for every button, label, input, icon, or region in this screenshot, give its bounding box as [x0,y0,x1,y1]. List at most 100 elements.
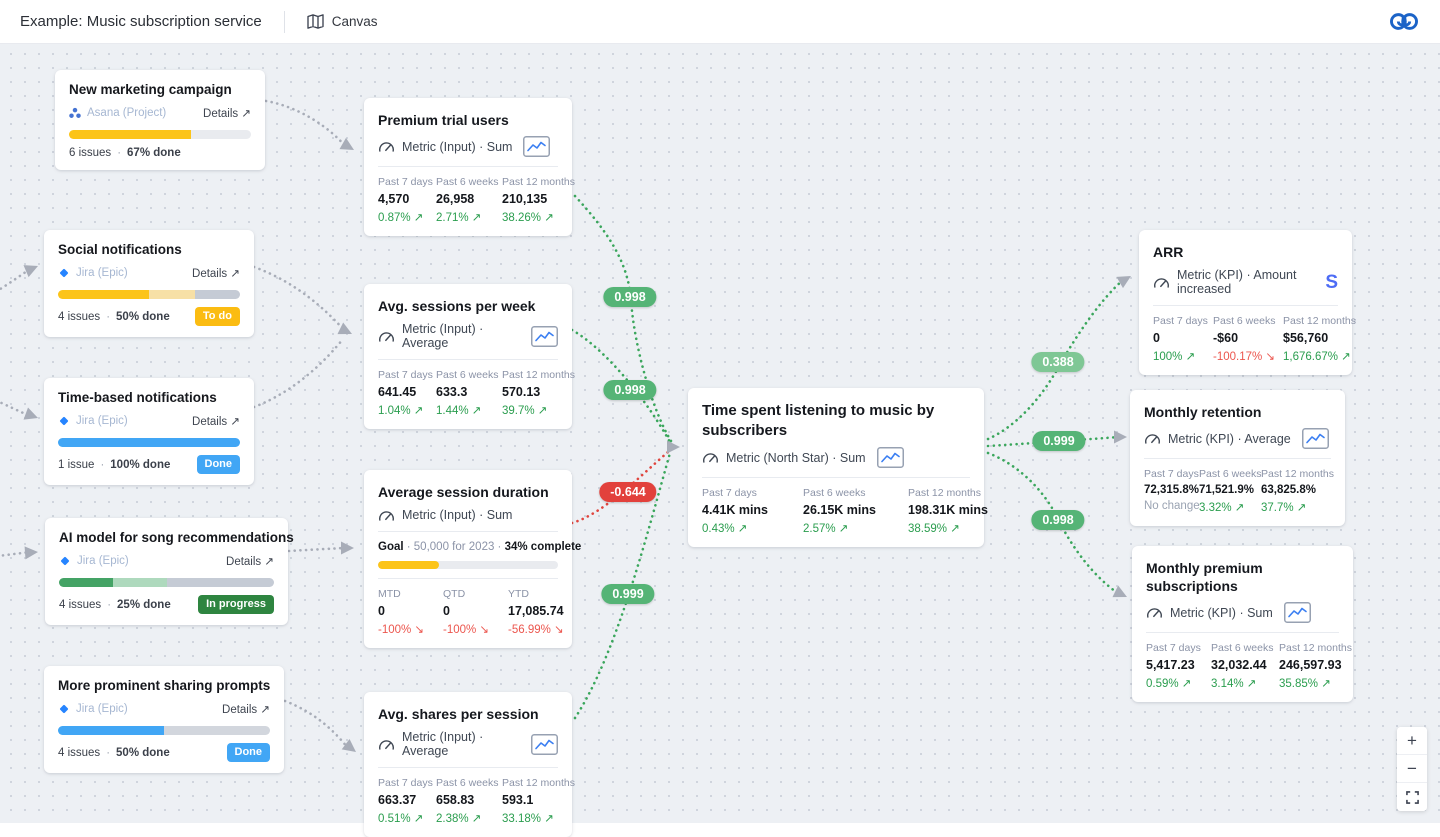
card-social-notifications[interactable]: Social notifications Jira (Epic) Details… [44,230,254,337]
jira-icon [59,555,71,567]
fit-view-button[interactable] [1397,783,1427,811]
correlation-badge[interactable]: -0.644 [599,482,656,502]
source-label: Jira (Epic) [76,703,128,715]
arrowhead [23,260,40,277]
edge-offscreen-to-social [0,269,30,297]
gauge-icon [1144,432,1161,445]
card-more-prominent-sharing-prompts[interactable]: More prominent sharing prompts Jira (Epi… [44,666,284,773]
jira-icon [58,415,70,427]
details-link[interactable]: Details ↗ [203,106,251,120]
status-badge: Done [227,743,271,762]
gauge-icon [378,738,395,751]
card-average-session-duration[interactable]: Average session duration Metric (Input) … [364,470,572,648]
tab-canvas[interactable]: Canvas [307,14,378,29]
metric-meta: Metric (Input) · Sum [402,508,512,522]
progress-bar [58,726,270,735]
sparkline-icon[interactable] [531,734,558,755]
card-time-spent-listening[interactable]: Time spent listening to music by subscri… [688,388,984,547]
issues-count: 4 issues [59,599,101,611]
page-title: Example: Music subscription service [20,13,262,30]
sparkline-icon[interactable] [1302,428,1329,449]
edge-offscreen-to-aimodel [0,552,30,557]
details-link[interactable]: Details ↗ [226,554,274,568]
sparkline-icon[interactable] [523,136,550,157]
percent-done: 100% done [110,459,170,471]
sparkline-icon[interactable] [531,326,558,347]
status-badge: In progress [198,595,274,614]
card-monthly-premium-subscriptions[interactable]: Monthly premium subscriptions Metric (KP… [1132,546,1353,702]
card-title: Premium trial users [378,111,558,129]
card-title: Avg. shares per session [378,705,558,723]
zoom-controls: + − [1397,727,1427,811]
fit-view-icon [1406,791,1419,804]
app-header: Example: Music subscription service Canv… [0,0,1440,44]
source-label: Asana (Project) [87,107,166,119]
details-link[interactable]: Details ↗ [192,414,240,428]
correlation-badge[interactable]: 0.998 [603,380,656,400]
tab-canvas-label: Canvas [332,14,378,29]
card-title: Monthly premium subscriptions [1146,559,1339,595]
stripe-icon: S [1325,273,1338,292]
issues-count: 4 issues [58,747,100,759]
arrowhead [341,542,354,555]
edge-timebased-to-sessions [254,339,343,407]
status-badge: To do [195,307,240,326]
card-monthly-retention[interactable]: Monthly retention Metric (KPI) · Average… [1130,390,1345,526]
card-title: AI model for song recommendations [59,530,274,546]
card-arr[interactable]: ARR Metric (KPI) · Amount increased S Pa… [1139,230,1352,375]
edge-campaign-to-trials [266,101,346,147]
sparkline-icon[interactable] [877,447,904,468]
metric-meta: Metric (Input) · Average [402,322,520,350]
card-title: ARR [1153,243,1338,261]
edge-offscreen-to-timebased [0,396,30,416]
gauge-icon [702,451,719,464]
progress-bar [58,438,240,447]
edge-premium-trial-to-northstar [575,196,671,441]
metric-meta: Metric (KPI) · Average [1168,432,1291,446]
doubleloop-logo[interactable] [1388,10,1420,33]
correlation-badge[interactable]: 0.998 [1031,510,1084,530]
percent-done: 50% done [116,747,170,759]
zoom-in-button[interactable]: + [1397,727,1427,755]
card-avg-shares-per-session[interactable]: Avg. shares per session Metric (Input) ·… [364,692,572,837]
issues-count: 1 issue [58,459,94,471]
card-premium-trial-users[interactable]: Premium trial users Metric (Input) · Sum… [364,98,572,236]
card-ai-model-song-recommendations[interactable]: AI model for song recommendations Jira (… [45,518,288,625]
card-new-marketing-campaign[interactable]: New marketing campaign Asana (Project) D… [55,70,265,170]
card-title: Monthly retention [1144,403,1331,421]
progress-bar [59,578,274,587]
edge-sharing-to-shares [285,701,348,748]
canvas[interactable]: 0.998 0.998 -0.644 0.999 0.388 0.999 0.9… [0,44,1440,823]
goal-progress-bar [378,561,558,569]
card-title: Social notifications [58,242,240,258]
card-title: More prominent sharing prompts [58,678,270,694]
source-label: Jira (Epic) [76,415,128,427]
gauge-icon [1146,606,1163,619]
card-time-based-notifications[interactable]: Time-based notifications Jira (Epic) Det… [44,378,254,485]
details-link[interactable]: Details ↗ [222,702,270,716]
correlation-badge[interactable]: 0.388 [1031,352,1084,372]
correlation-badge[interactable]: 0.999 [1032,431,1085,451]
source-label: Jira (Epic) [77,555,129,567]
details-link[interactable]: Details ↗ [192,266,240,280]
jira-icon [58,703,70,715]
metric-meta: Metric (KPI) · Amount increased [1177,268,1318,296]
jira-icon [58,267,70,279]
arrowhead [339,138,357,156]
gauge-icon [378,330,395,343]
asana-icon [69,107,81,119]
gauge-icon [378,140,395,153]
card-title: Time-based notifications [58,390,240,406]
card-title: Time spent listening to music by subscri… [702,401,970,440]
sparkline-icon[interactable] [1284,602,1311,623]
percent-done: 25% done [117,599,171,611]
zoom-out-button[interactable]: − [1397,755,1427,783]
card-avg-sessions-per-week[interactable]: Avg. sessions per week Metric (Input) · … [364,284,572,429]
correlation-badge[interactable]: 0.998 [603,287,656,307]
metric-meta: Metric (Input) · Sum [402,140,512,154]
edge-aimodel-to-duration [289,548,345,551]
header-divider [284,11,285,33]
correlation-badge[interactable]: 0.999 [601,584,654,604]
issues-count: 6 issues [69,147,111,159]
goal-row: Goal · 50,000 for 2023 · 34% complete [378,541,558,553]
